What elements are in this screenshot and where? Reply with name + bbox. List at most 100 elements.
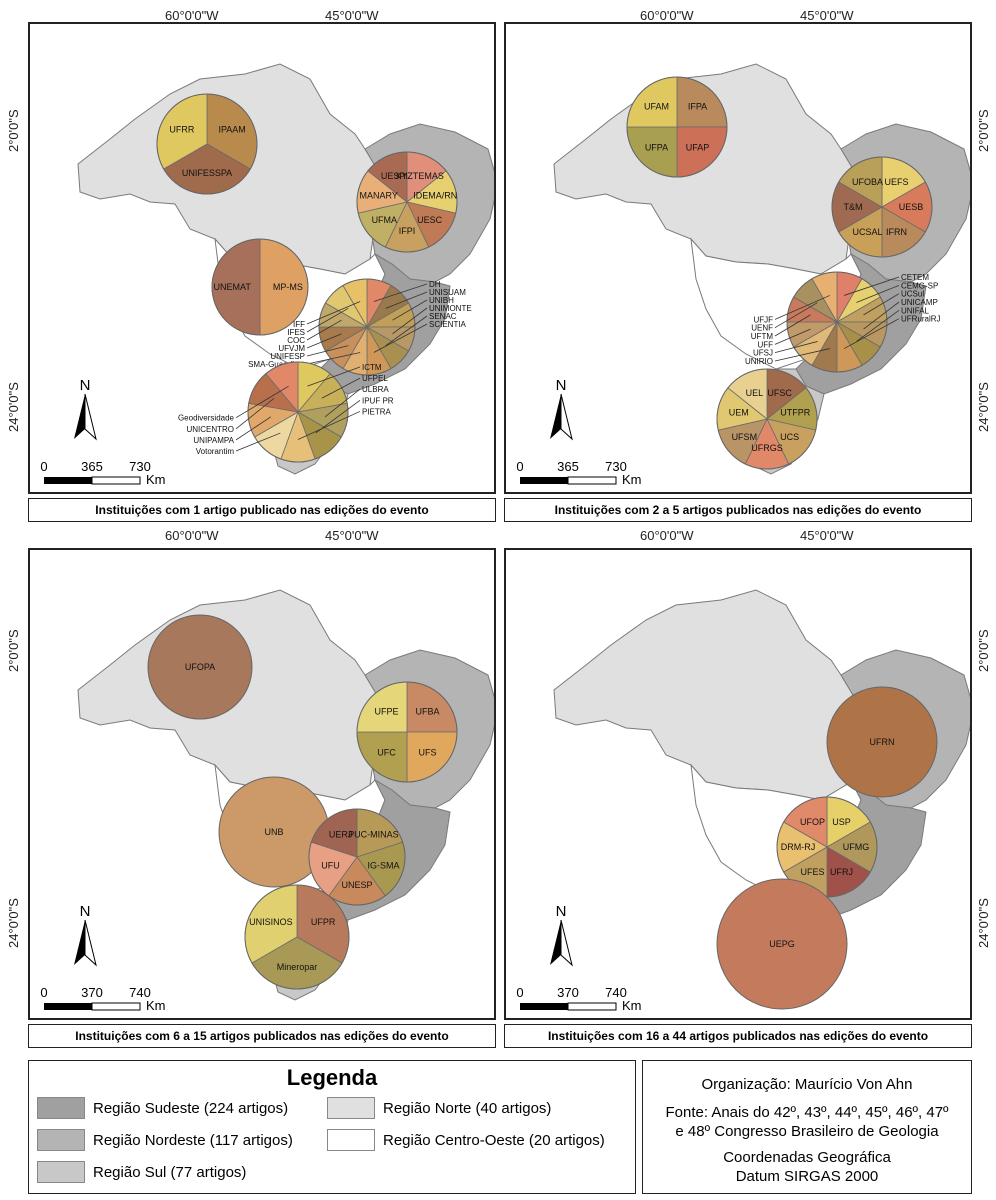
institution-pie: ICTM UFPEL ULBRA IPUF PR PIETRA Votorantim UNI… bbox=[178, 361, 394, 463]
pie-slice-label: UFRR bbox=[169, 125, 194, 135]
institution-pie: USP UFMG UFRJ UFES DRM-RJ UFOP bbox=[776, 796, 878, 898]
longitude-label-45w: 45°0'0"W bbox=[325, 8, 379, 23]
pie-slice-label: Votorantim bbox=[196, 447, 235, 456]
legend-swatch bbox=[37, 1161, 85, 1183]
institution-pie: IFPA UFAP UFPA UFAM bbox=[626, 76, 728, 178]
legend-item-nordeste: Região Nordeste (117 artigos) bbox=[37, 1129, 293, 1151]
pie-slice-label: COC bbox=[287, 336, 305, 345]
legend-label: Região Norte (40 artigos) bbox=[383, 1099, 552, 1117]
latitude-label-24s: 24°0'0"S bbox=[976, 898, 991, 948]
longitude-label-45w: 45°0'0"W bbox=[325, 528, 379, 543]
pie-slice-label: UNIBH bbox=[429, 296, 454, 305]
pie-slice-label: UFS bbox=[419, 748, 437, 758]
pie-slice-label: IFES bbox=[287, 328, 305, 337]
institution-pie: UFOPA bbox=[147, 614, 253, 720]
scale-tick-label: 0 bbox=[40, 985, 47, 1000]
pie-slice-label: UNIRIO bbox=[745, 357, 773, 366]
pie-slice-label: UFSJ bbox=[753, 349, 773, 358]
scale-unit-label: Km bbox=[622, 472, 642, 487]
pie-slice-label: UFMG bbox=[843, 842, 870, 852]
credits-source-line-1: Fonte: Anais do 42º, 43º, 44º, 45º, 46º,… bbox=[665, 1104, 949, 1121]
scale-tick-label: 370 bbox=[81, 985, 103, 1000]
pie-slice-label: UCSAL bbox=[852, 227, 882, 237]
latitude-label-2s: 2°0'0"S bbox=[976, 629, 991, 672]
pie-slice-label: UEPG bbox=[769, 939, 795, 949]
pie-slice-label: IPAAM bbox=[218, 125, 245, 135]
pie-slice bbox=[716, 878, 848, 1010]
pie-slice-label: UFRuralRJ bbox=[901, 315, 941, 324]
scale-tick-label: 740 bbox=[129, 985, 151, 1000]
pie-slice-label: USP bbox=[832, 817, 851, 827]
pie-slice-label: CETEM bbox=[901, 273, 929, 282]
map-panel-16-44-articles: N 0 370 740 Km UFRN USP UFMG UFRJ UFES DRM-RJ UFOP U… bbox=[504, 548, 972, 1020]
north-label: N bbox=[556, 377, 567, 394]
legend-label: Região Sudeste (224 artigos) bbox=[93, 1099, 289, 1117]
north-arrow-icon: N bbox=[550, 377, 573, 441]
institution-pie: UFRN bbox=[826, 686, 938, 798]
map-panel-2-5-articles: N 0 365 730 Km IFPA UFAP UFPA UFAM UEFS UESB IFRN UC… bbox=[504, 22, 972, 494]
pie-slice-label: IG-SMA bbox=[367, 861, 399, 871]
latitude-label-24s: 24°0'0"S bbox=[6, 898, 21, 948]
pie-slice-label: UCS bbox=[780, 432, 799, 442]
scale-tick-label: 730 bbox=[129, 459, 151, 474]
pie-slice-label: UFPE bbox=[374, 706, 398, 716]
pie-slice-label: UFC bbox=[377, 748, 396, 758]
legend-label: Região Nordeste (117 artigos) bbox=[93, 1131, 293, 1149]
pie-slice-label: UESPI bbox=[381, 171, 408, 181]
scale-tick-label: 370 bbox=[557, 985, 579, 1000]
pie-slice-label: PUC-MINAS bbox=[348, 829, 399, 839]
scale-unit-label: Km bbox=[146, 472, 166, 487]
credits-coordinates-line-1: Coordenadas Geográfica bbox=[723, 1149, 891, 1166]
north-label: N bbox=[556, 903, 567, 920]
longitude-label-60w: 60°0'0"W bbox=[165, 8, 219, 23]
pie-slice-label: UESC bbox=[417, 215, 443, 225]
legend-item-sul: Região Sul (77 artigos) bbox=[37, 1161, 246, 1183]
panel-caption: Instituições com 1 artigo publicado nas … bbox=[28, 498, 496, 522]
pie-slice-label: SMA-Guarulhos bbox=[248, 360, 305, 369]
pie-slice-label: UFOBA bbox=[852, 177, 883, 187]
north-arrow-icon: N bbox=[74, 377, 97, 441]
pie-slice-label: CEMG-SP bbox=[901, 281, 938, 290]
longitude-label-60w: 60°0'0"W bbox=[165, 528, 219, 543]
pie-slice-label: DH bbox=[429, 280, 441, 289]
pie-slice-label: UNISINOS bbox=[249, 917, 293, 927]
pie-slice-label: UERJ bbox=[329, 829, 353, 839]
pie-slice-label: UFAP bbox=[686, 143, 710, 153]
pie-slice-label: UFF bbox=[757, 340, 773, 349]
pie-slice bbox=[147, 614, 253, 720]
pie-slice-label: Geodiversidade bbox=[178, 414, 235, 423]
pie-slice-label: UNIPAMPA bbox=[193, 436, 234, 445]
pie-slice-label: UFU bbox=[321, 861, 340, 871]
pie-slice-label: XYZTEMAS bbox=[395, 171, 444, 181]
credits-coordinates-line-2: Datum SIRGAS 2000 bbox=[735, 1168, 879, 1185]
pie-slice-label: ICTM bbox=[362, 363, 382, 372]
institution-pie: UEPG bbox=[716, 878, 848, 1010]
latitude-label-2s: 2°0'0"S bbox=[6, 629, 21, 672]
pie-slice-label: SCIENTIA bbox=[429, 320, 467, 329]
pie-slice-label: IFRN bbox=[886, 227, 907, 237]
pie-slice-label: UNIMONTE bbox=[429, 304, 472, 313]
credits-organization: Organização: Maurício Von Ahn bbox=[701, 1076, 913, 1093]
region-norte bbox=[553, 589, 862, 801]
pie-slice-label: UNB bbox=[264, 827, 283, 837]
latitude-label-24s: 24°0'0"S bbox=[976, 382, 991, 432]
legend-label: Região Centro-Oeste (20 artigos) bbox=[383, 1131, 605, 1149]
pie-slice-label: UFTM bbox=[751, 332, 774, 341]
institution-pie: UFBA UFS UFC UFPE bbox=[356, 681, 458, 783]
pie-slice-label: IPUF PR bbox=[362, 396, 394, 405]
legend-box: Legenda Região Sudeste (224 artigos) Reg… bbox=[28, 1060, 636, 1194]
scale-tick-label: 0 bbox=[516, 985, 523, 1000]
scale-tick-label: 365 bbox=[81, 459, 103, 474]
pie-slice-label: UFRJ bbox=[830, 867, 853, 877]
pie-slice-label: UFPEL bbox=[362, 374, 388, 383]
latitude-label-2s: 2°0'0"S bbox=[976, 109, 991, 152]
north-arrow-icon: N bbox=[74, 903, 97, 967]
legend-item-centro-oeste: Região Centro-Oeste (20 artigos) bbox=[327, 1129, 605, 1151]
pie-slice-label: UFMA bbox=[372, 215, 398, 225]
pie-slice-label: UNESP bbox=[341, 880, 372, 890]
pie-slice-label: MP-MS bbox=[273, 282, 303, 292]
